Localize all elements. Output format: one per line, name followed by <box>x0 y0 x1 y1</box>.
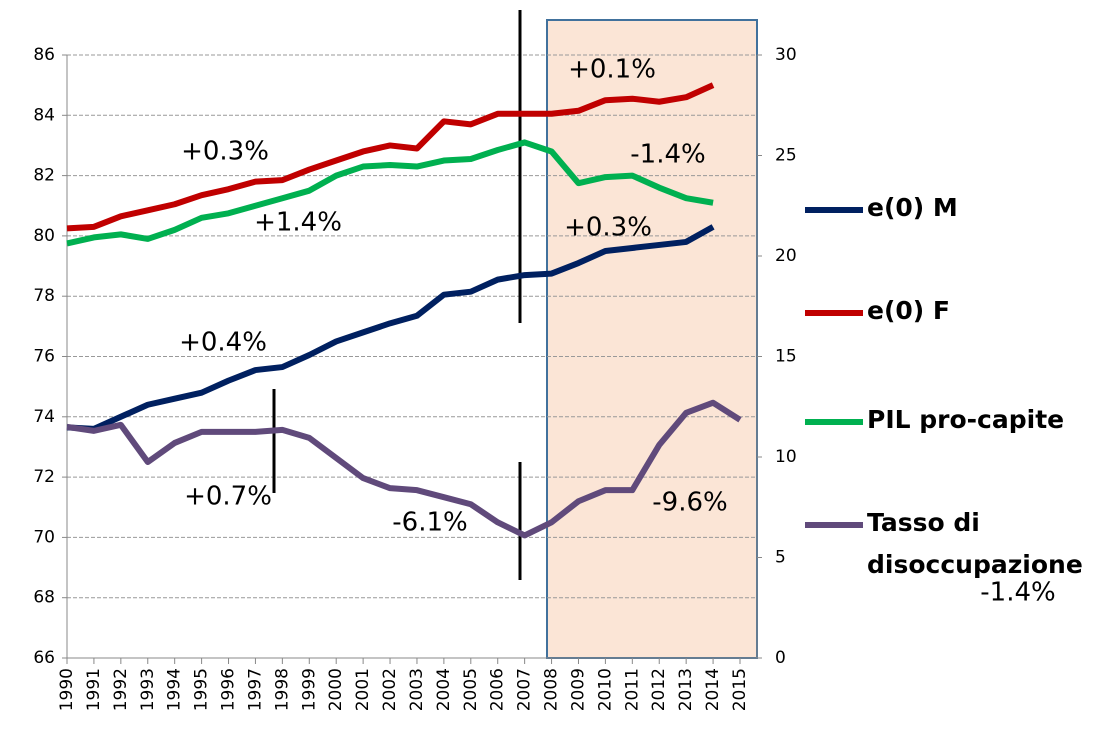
x-tick-label: 1996 <box>219 668 239 711</box>
y2-tick-label: 25 <box>775 146 797 166</box>
x-tick-label: 1999 <box>299 668 319 711</box>
legend-entry: PIL pro-capite <box>805 405 1105 434</box>
legend-entry: e(0) M <box>805 193 1105 222</box>
x-tick-label: 2003 <box>407 668 427 711</box>
y-tick-label: 68 <box>33 588 55 608</box>
y-tick-label: 66 <box>33 648 55 668</box>
x-tick-label: 2009 <box>568 668 588 711</box>
y2-tick-label: 10 <box>775 447 797 467</box>
x-tick-label: 1995 <box>192 668 212 711</box>
legend-label: e(0) M <box>867 193 958 222</box>
x-tick-label: 2011 <box>622 668 642 711</box>
y-tick-label: 74 <box>33 407 55 427</box>
series-line <box>66 399 742 539</box>
annotation: -1.4% <box>630 140 705 170</box>
series-line <box>66 224 715 432</box>
y-tick-label: 76 <box>33 347 55 367</box>
y2-tick-label: 30 <box>775 45 797 65</box>
x-tick-label: 2004 <box>434 668 454 711</box>
y-tick-label: 70 <box>33 527 55 547</box>
highlight-period <box>546 19 758 659</box>
series-line <box>66 82 715 232</box>
legend-swatch <box>805 310 863 316</box>
x-tick-label: 2002 <box>380 668 400 711</box>
y2-tick-label: 20 <box>775 246 797 266</box>
x-tick-label: 2012 <box>649 668 669 711</box>
x-tick-label: 2006 <box>488 668 508 711</box>
x-tick-label: 2005 <box>461 668 481 711</box>
x-tick-label: 2007 <box>515 668 535 711</box>
y-tick-label: 72 <box>33 467 55 487</box>
x-tick-label: 2001 <box>353 668 373 711</box>
annotation: +0.1% <box>568 55 656 85</box>
x-tick-label: 2010 <box>595 668 615 711</box>
legend-swatch <box>805 419 863 425</box>
x-tick-label: 2014 <box>703 668 723 711</box>
x-tick-label: 2008 <box>542 668 562 711</box>
legend-entry: e(0) F <box>805 296 1105 325</box>
annotation: +0.3% <box>564 213 652 243</box>
y-tick-label: 82 <box>33 166 55 186</box>
annotation: +0.4% <box>179 328 267 358</box>
annotation: +0.3% <box>181 137 269 167</box>
y-tick-label: 86 <box>33 45 55 65</box>
x-tick-label: 1993 <box>138 668 158 711</box>
x-tick-label: 1998 <box>272 668 292 711</box>
x-tick-label: 1991 <box>84 668 104 711</box>
legend-swatch <box>805 522 863 528</box>
annotation: -9.6% <box>652 488 727 518</box>
y2-tick-label: 0 <box>775 648 786 668</box>
annotation: -6.1% <box>392 508 467 538</box>
x-tick-label: 1997 <box>245 668 265 711</box>
legend-label: Tasso di disoccupazione <box>867 508 1083 579</box>
y2-tick-label: 15 <box>775 347 797 367</box>
x-tick-label: 2000 <box>326 668 346 711</box>
legend-label: e(0) F <box>867 296 950 325</box>
annotation: +1.4% <box>254 208 342 238</box>
legend-label: PIL pro-capite <box>867 405 1065 434</box>
x-tick-label: 2015 <box>730 668 750 711</box>
x-tick-label: 1992 <box>111 668 131 711</box>
annotation: +0.7% <box>184 482 272 512</box>
series-line <box>66 139 714 247</box>
y-tick-label: 78 <box>33 286 55 306</box>
x-tick-label: 1990 <box>57 668 77 711</box>
y-tick-label: 80 <box>33 226 55 246</box>
x-tick-label: 2013 <box>676 668 696 711</box>
legend-swatch <box>805 207 863 213</box>
legend-entry: Tasso di disoccupazione <box>805 508 1105 586</box>
y2-tick-label: 5 <box>775 548 786 568</box>
annotation: -1.4% <box>980 578 1055 608</box>
x-tick-label: 1994 <box>165 668 185 711</box>
y-tick-label: 84 <box>33 105 55 125</box>
